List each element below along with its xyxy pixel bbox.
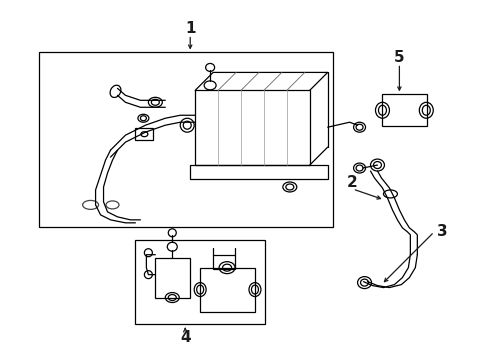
Bar xyxy=(213,255,235,269)
Bar xyxy=(382,94,427,126)
Bar xyxy=(195,90,309,165)
Text: 2: 2 xyxy=(346,175,357,190)
Bar xyxy=(200,268,254,312)
Text: 3: 3 xyxy=(436,224,447,239)
Text: 4: 4 xyxy=(180,330,190,345)
Text: 5: 5 xyxy=(393,50,404,65)
Bar xyxy=(135,240,264,324)
Bar xyxy=(190,165,327,179)
Bar xyxy=(135,128,153,140)
Bar xyxy=(155,258,190,298)
Bar xyxy=(39,53,332,227)
Text: 1: 1 xyxy=(184,21,195,36)
